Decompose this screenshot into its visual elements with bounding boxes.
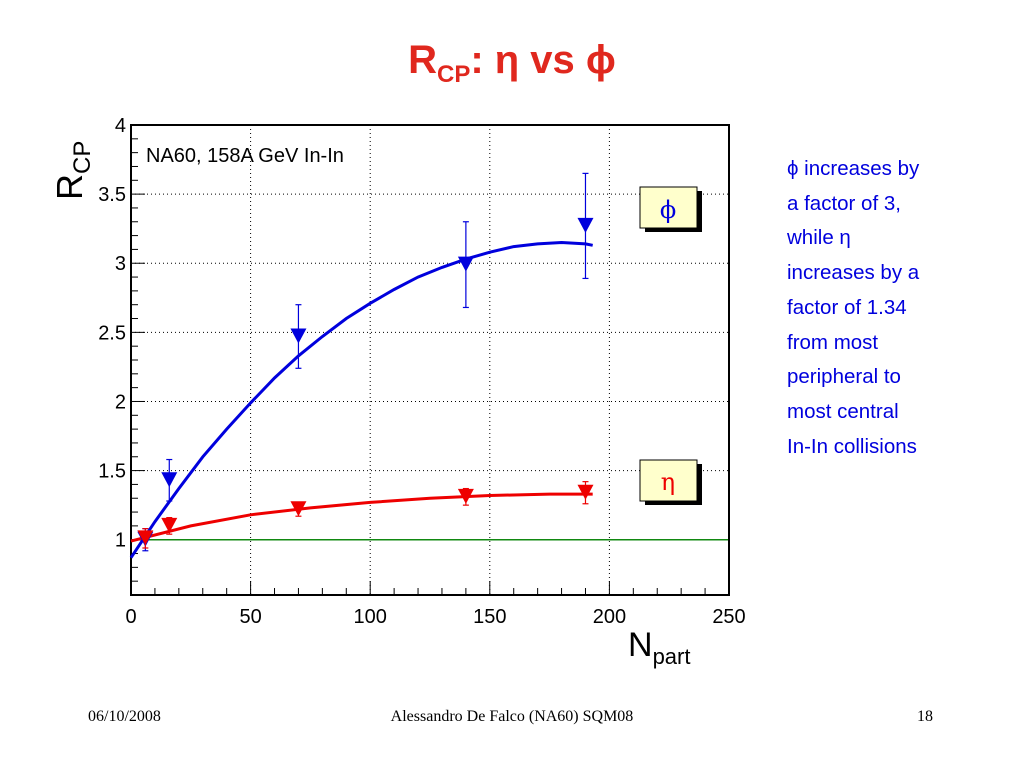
chart-annotation: NA60, 158A GeV In-In <box>146 145 344 167</box>
title-sub: CP <box>436 61 471 88</box>
phi-legend-label: ϕ <box>639 186 702 232</box>
footer-author: Alessandro De Falco (NA60) SQM08 <box>390 708 634 725</box>
phi-data-point <box>577 217 594 233</box>
footer-page-number: 18 <box>917 708 933 725</box>
eta-data-point <box>577 484 594 500</box>
notes-line: ϕ increases by <box>787 157 920 180</box>
x-tick-label: 0 <box>125 606 136 628</box>
x-axis-title: Npart <box>628 626 690 669</box>
y-tick-label: 4 <box>115 115 126 137</box>
x-axis-title-sub: part <box>653 644 691 669</box>
y-axis-title-sub: CP <box>69 141 96 174</box>
eta-data-point <box>290 501 307 517</box>
y-axis-title-main: R <box>49 174 90 200</box>
y-tick-label: 1 <box>115 530 126 552</box>
x-axis-title-main: N <box>628 626 653 664</box>
notes-line: peripheral to <box>787 365 901 389</box>
y-tick-label: 2 <box>115 391 126 413</box>
eta-data-point <box>161 517 178 533</box>
eta-data-point <box>457 488 474 504</box>
eta-legend-label: η <box>639 459 702 505</box>
y-axis-title: RCP <box>49 141 96 200</box>
notes-line: increases by a <box>787 261 920 285</box>
slide-title: RCP: η vs ϕ <box>0 38 1024 89</box>
y-tick-label: 3 <box>115 253 126 275</box>
title-rest: : η vs ϕ <box>470 38 616 82</box>
x-tick-label: 150 <box>473 606 506 628</box>
axis-ticks <box>130 124 730 596</box>
eta-fit-curve <box>130 492 593 543</box>
x-tick-labels: 0 50 100 150 200 250 <box>125 606 745 628</box>
x-tick-label: 200 <box>593 606 626 628</box>
phi-legend-text: ϕ <box>660 196 676 224</box>
eta-legend-box <box>639 459 698 502</box>
phi-data-point <box>161 472 178 488</box>
x-tick-label: 100 <box>354 606 387 628</box>
notes-line: most central <box>787 399 899 423</box>
plot-frame <box>130 124 730 596</box>
y-tick-labels: 1 1.5 2 2.5 3 3.5 4 <box>98 115 126 552</box>
phi-legend-box <box>639 186 698 229</box>
y-tick-label: 2.5 <box>98 322 126 344</box>
eta-legend-text: η <box>661 468 675 496</box>
x-tick-label: 250 <box>712 606 745 628</box>
phi-data-point <box>290 328 307 344</box>
grid <box>131 125 729 595</box>
notes-line: factor of 1.34 <box>787 295 907 319</box>
notes-text: ϕ increases by a factor of 3, while η incre… <box>787 152 987 464</box>
phi-data-point <box>457 256 474 272</box>
notes-line: while η <box>787 226 851 250</box>
notes-line: a factor of 3, <box>787 191 901 215</box>
notes-line: from most <box>787 330 879 354</box>
title-main: R <box>408 38 437 82</box>
y-tick-label: 3.5 <box>98 184 126 206</box>
phi-fit-curve <box>129 240 593 559</box>
notes-line: In-In collisions <box>787 434 917 458</box>
footer-date: 06/10/2008 <box>88 708 161 725</box>
fit-curves <box>129 240 593 559</box>
data-points <box>137 172 594 552</box>
y-tick-label: 1.5 <box>98 461 126 483</box>
eta-data-point <box>137 530 154 546</box>
x-tick-label: 50 <box>239 606 261 628</box>
